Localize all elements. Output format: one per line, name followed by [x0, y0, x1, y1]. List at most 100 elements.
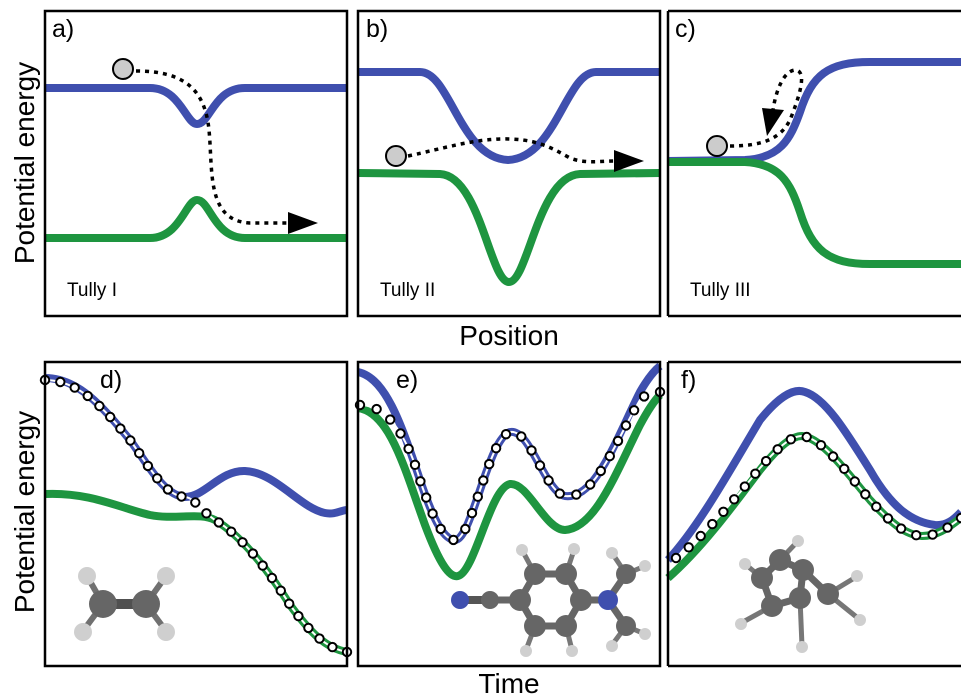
trajectory-marker [882, 513, 894, 524]
trajectory-marker [695, 530, 706, 542]
trajectory-marker [760, 455, 772, 467]
trajectory-marker [448, 534, 459, 546]
trajectory-marker [534, 460, 546, 471]
lower-state-curve [357, 392, 663, 581]
trajectory-marker [226, 526, 237, 537]
panel-e: e) [354, 360, 666, 668]
bottom-y-axis-title: Potential energy [9, 411, 40, 613]
panel-a: a) Tully I [43, 9, 349, 318]
trajectory-marker [860, 489, 871, 500]
trajectory-marker [190, 497, 201, 508]
trajectory-marker [585, 479, 596, 490]
trajectory-markers [354, 386, 666, 546]
trajectory-marker [516, 431, 527, 442]
trajectory-marker [772, 444, 783, 455]
arrow-head-icon [614, 150, 644, 172]
trajectory-marker [427, 508, 438, 519]
ethylene-molecule-icon [74, 567, 175, 641]
trajectory-marker [55, 376, 66, 388]
upper-state-curve [665, 387, 961, 563]
trajectory-marker [69, 382, 80, 393]
trajectory-marker [237, 537, 248, 548]
trajectory-marker [478, 475, 489, 486]
trajectory-marker [750, 468, 761, 479]
upper-state-curve [667, 58, 961, 165]
trajectory-marker [871, 501, 882, 512]
lower-state-curve [357, 169, 661, 287]
fulvene-molecule-icon [735, 535, 866, 653]
trajectory-marker [293, 610, 304, 622]
trajectory-marker [604, 450, 615, 462]
top-y-axis-title: Potential energy [9, 62, 40, 264]
trajectory-marker [82, 390, 93, 402]
trajectory-marker [247, 548, 259, 559]
trajectory-marker [94, 400, 105, 412]
trajectory-marker [785, 434, 797, 445]
panel-letter-e: e) [396, 366, 418, 394]
panel-b: b) Tully II [356, 9, 662, 318]
trajectory-marker [484, 458, 495, 470]
trajectory-marker [571, 489, 582, 500]
trajectory-markers [670, 431, 961, 564]
trajectory-marker [421, 492, 432, 503]
trajectory-marker [554, 488, 565, 499]
trajectory-marker [142, 460, 154, 472]
trajectory-marker [670, 552, 682, 564]
trajectory-marker [125, 435, 136, 446]
lower-state-curve [45, 195, 347, 242]
particle-icon [385, 145, 407, 167]
arrow-head-icon [762, 108, 784, 136]
panel-f: f) [665, 360, 961, 668]
trajectory-marker [176, 491, 187, 502]
trajectory-marker [955, 512, 961, 524]
particle-icon [112, 58, 134, 80]
trajectory-marker [526, 445, 537, 456]
trajectory-marker [257, 560, 268, 571]
top-x-axis-title: Position [459, 320, 559, 351]
trajectory-marker [927, 529, 938, 540]
trajectory-marker [371, 403, 382, 415]
trajectory-marker [303, 622, 314, 634]
trajectory-marker [435, 523, 446, 535]
trajectory-marker [284, 598, 295, 609]
panel-letter-f: f) [681, 366, 696, 394]
trajectory-marker [895, 523, 907, 534]
trajectory-marker [490, 443, 502, 454]
dmabn-molecule-icon [451, 543, 651, 657]
panel-d-frame [43, 360, 349, 668]
arrow-head-icon [288, 212, 318, 234]
trajectory-marker [543, 475, 554, 486]
trajectory-marker [638, 391, 650, 402]
trajectory-marker [403, 443, 414, 454]
particle-icon [706, 135, 728, 157]
trajectory-marker [152, 473, 163, 484]
trajectory-marker [213, 517, 225, 528]
upper-state-curve [358, 68, 660, 165]
trajectory-marker [628, 405, 640, 416]
model-label-tully-1: Tully I [67, 280, 117, 301]
trajectory-marker [162, 484, 174, 495]
trajectory-marker [620, 420, 632, 431]
trajectory-marker [466, 507, 478, 519]
panel-d: d) [39, 360, 353, 668]
panel-letter-a: a) [52, 15, 74, 43]
trajectory-marker [460, 523, 471, 535]
trajectory-marker [266, 572, 278, 584]
trajectory-marker [739, 481, 750, 492]
trajectory-marker [942, 522, 953, 533]
trajectory-marker [201, 508, 212, 519]
trajectory-marker [595, 465, 606, 477]
trajectory-marker [105, 411, 116, 423]
trajectory-marker [385, 414, 396, 425]
trajectory-marker [718, 506, 729, 517]
trajectory-marker [409, 459, 421, 470]
trajectory-dotted-path [135, 69, 292, 225]
trajectory-dotted-path [407, 137, 616, 164]
trajectory-marker [683, 542, 694, 553]
trajectory-marker [500, 429, 512, 440]
trajectory-marker [314, 633, 325, 644]
trajectory-marker [472, 491, 483, 502]
trajectory-marker [707, 518, 718, 530]
trajectory-marker [827, 451, 839, 462]
